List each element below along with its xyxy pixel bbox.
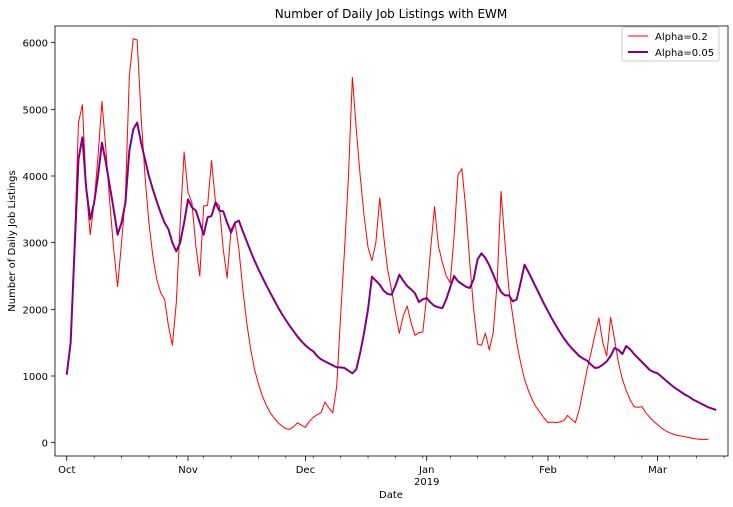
x-tick-label: Oct	[58, 465, 75, 476]
x-tick-label: Mar	[648, 465, 668, 476]
x-tick-label: Nov	[178, 465, 198, 476]
x-tick-label: Dec	[296, 465, 315, 476]
y-axis-label: Number of Daily Job Listings	[7, 170, 18, 311]
series-line	[65, 121, 717, 411]
x-tick-sublabel: 2019	[414, 477, 439, 488]
y-tick-label: 3000	[23, 239, 48, 250]
chart-title: Number of Daily Job Listings with EWM	[275, 7, 508, 21]
legend: Alpha=0.2 Alpha=0.05	[621, 26, 720, 62]
y-tick-label: 2000	[23, 305, 48, 316]
x-tick-label: Jan	[418, 465, 434, 476]
series-Alpha=0.2	[66, 38, 709, 440]
y-tick-label: 6000	[23, 39, 48, 50]
legend-label: Alpha=0.05	[655, 48, 714, 59]
y-axis: 0 1000 2000 3000 4000 5000 6000	[23, 39, 55, 450]
plot-frame	[54, 25, 729, 457]
legend-label: Alpha=0.2	[655, 32, 708, 43]
x-axis-label: Date	[379, 490, 403, 501]
y-tick-label: 1000	[23, 372, 48, 383]
series-line	[66, 38, 709, 440]
series-Alpha=0.05	[65, 121, 717, 411]
y-tick-label: 5000	[23, 105, 48, 116]
y-tick-label: 4000	[23, 172, 48, 183]
plot-lines	[65, 38, 717, 440]
x-tick-label: Feb	[539, 465, 557, 476]
y-tick-label: 0	[42, 439, 48, 450]
